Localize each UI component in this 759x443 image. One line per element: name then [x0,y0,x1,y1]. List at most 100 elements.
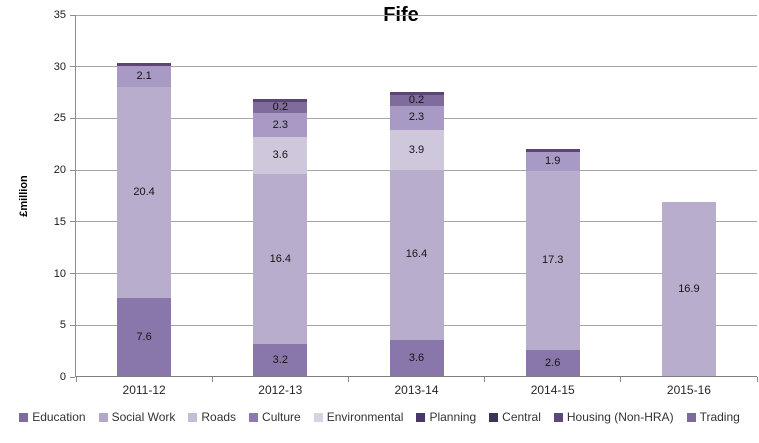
data-label: 7.6 [136,331,152,344]
x-axis-tickmark [347,377,349,382]
bar-segment-education[interactable]: 3.6 [389,339,444,377]
x-axis-tickmark [211,377,213,382]
bar-segment-cap[interactable] [525,149,580,152]
bar-2012-13[interactable]: 3.2 16.4 3.6 2.3 0.2 [253,99,308,377]
legend-label: Culture [262,410,301,424]
bar-2011-12[interactable]: 7.6 20.4 2.1 [117,62,172,377]
legend-item-culture[interactable]: Culture [249,410,301,424]
data-label: 20.4 [133,186,155,199]
bar-segment-cap[interactable] [253,99,308,103]
plot-area: 7.6 20.4 2.1 3.2 16.4 3.6 2.3 0.2 3.6 16.4 3.9 2.3 0… [70,14,758,382]
y-axis-tickmark [70,273,75,275]
y-tick-label: 0 [59,371,66,383]
legend-item-roads[interactable]: Roads [188,410,236,424]
bar-slot-2011-12: 7.6 20.4 2.1 [76,15,212,377]
grid-line [76,14,757,16]
bar-segment-education[interactable]: 3.2 [253,343,308,377]
bars-row: 7.6 20.4 2.1 3.2 16.4 3.6 2.3 0.2 3.6 16.4 3.9 2.3 0… [76,15,757,377]
legend-label: Social Work [111,410,176,424]
x-tick-label: 2014-15 [530,383,575,397]
bar-segment-social-work[interactable]: 20.4 [117,87,172,299]
data-label: 3.9 [408,143,425,156]
legend-item-social-work[interactable]: Social Work [98,410,176,424]
y-axis-line [75,15,76,377]
bar-segment-roads[interactable]: 3.6 [253,137,308,175]
x-axis-line [76,376,757,377]
data-label: 16.9 [678,283,700,296]
data-label: 2.1 [136,70,152,83]
data-label: 1.9 [545,154,561,167]
y-tick-label: 5 [59,319,66,332]
bar-segment-social-work[interactable]: 17.3 [525,171,580,351]
bar-segment-social-work[interactable]: 16.4 [253,174,308,344]
bar-segment-education[interactable]: 7.6 [117,298,172,377]
data-label: 3.6 [408,351,425,364]
legend-item-environmental[interactable]: Environmental [313,410,404,424]
bar-2013-14[interactable]: 3.6 16.4 3.9 2.3 0.2 [389,91,444,377]
data-label: 16.4 [269,252,291,265]
legend-item-housing-non-hra-[interactable]: Housing (Non-HRA) [553,410,674,424]
legend-label: Housing (Non-HRA) [566,410,674,424]
x-tick-label: 2013-14 [394,383,439,397]
bar-segment-culture[interactable]: 2.3 [389,106,444,130]
grid-line [76,66,757,68]
legend-swatch-icon [313,412,323,422]
legend-swatch-icon [249,412,259,422]
y-tick-label: 35 [53,9,66,21]
legend-label: Central [502,410,541,424]
legend-label: Trading [699,410,740,424]
legend-swatch-icon [188,412,198,422]
legend-item-central[interactable]: Central [489,410,541,424]
y-tick-label: 25 [53,112,66,125]
bar-segment-planning[interactable]: 0.2 [389,95,444,107]
y-axis-title: £million [18,175,30,217]
legend-swatch-icon [489,412,499,422]
legend-item-education[interactable]: Education [19,410,86,424]
y-axis-tickmark [70,221,75,223]
bar-segment-education[interactable]: 2.6 [525,350,580,377]
bar-2015-16[interactable]: 16.9 [661,202,716,377]
y-tick-label: 10 [53,267,66,280]
bar-slot-2012-13: 3.2 16.4 3.6 2.3 0.2 [212,15,348,377]
legend-label: Roads [201,410,237,424]
data-label: 3.6 [272,149,288,162]
y-axis-tickmark [70,324,75,326]
bar-segment-planning[interactable]: 0.2 [253,102,308,114]
bar-segment-social-work[interactable]: 16.9 [661,202,716,377]
data-label: 2.6 [545,357,561,370]
bar-segment-social-work[interactable]: 16.4 [389,170,444,340]
bar-slot-2013-14: 3.6 16.4 3.9 2.3 0.2 [348,15,484,377]
y-axis-tickmark [70,117,75,119]
y-tick-label: 15 [53,215,66,228]
bar-segment-culture[interactable]: 1.9 [525,151,580,172]
legend-swatch-icon [686,412,696,422]
legend-item-trading[interactable]: Trading [686,410,740,424]
bar-segment-culture[interactable]: 2.3 [253,113,308,138]
data-label: 2.3 [272,118,288,131]
y-axis-tickmark [70,169,75,171]
data-label: 3.2 [272,353,288,366]
x-tick-label: 2012-13 [258,383,303,397]
y-axis-tickmark [70,376,75,378]
x-tick-label: 2015-16 [666,383,711,397]
legend-label: Planning [429,410,477,424]
legend-item-planning[interactable]: Planning [416,410,476,424]
bar-segment-cap[interactable] [389,91,444,96]
legend: Education Social Work Roads Culture Environm… [0,410,759,424]
x-axis-tickmark [756,377,758,382]
bar-segment-culture[interactable]: 2.1 [117,65,172,88]
bar-2014-15[interactable]: 2.6 17.3 1.9 [525,149,580,377]
y-axis-tickmark [70,66,75,68]
x-axis-tickmark [620,377,622,382]
legend-label: Environmental [326,410,404,424]
legend-swatch-icon [19,412,29,422]
bar-slot-2014-15: 2.6 17.3 1.9 [485,15,621,377]
bar-segment-cap[interactable] [117,62,172,66]
x-axis-tickmark [484,377,486,382]
bar-segment-roads[interactable]: 3.9 [389,129,444,171]
bar-slot-2015-16: 16.9 [621,15,757,377]
data-label: 16.4 [405,248,428,261]
x-tick-label: 2011-12 [122,383,166,397]
y-axis-tickmark [70,14,75,16]
